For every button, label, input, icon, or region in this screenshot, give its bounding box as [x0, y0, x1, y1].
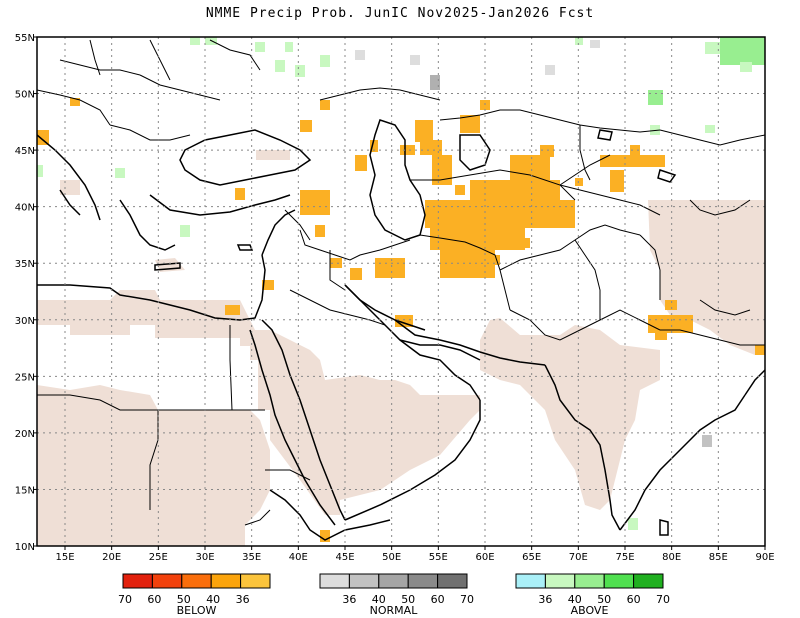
map-title: NMME Precip Prob. JunIC Nov2025-Jan2026 … [205, 6, 595, 21]
lon-label: 40E [289, 552, 308, 563]
lon-label: 85E [709, 552, 728, 563]
lon-label: 75E [615, 552, 634, 563]
lon-label: 50E [382, 552, 401, 563]
legend-swatch [378, 573, 409, 589]
lat-label: 25N [15, 372, 35, 383]
lon-label: 20E [102, 552, 121, 563]
legend-category-label: NORMAL [370, 604, 419, 617]
lon-label: 35E [242, 552, 261, 563]
lat-label: 30N [15, 316, 35, 327]
legend-swatch [515, 573, 546, 589]
map-frame [36, 36, 766, 547]
legend-tick-label: 60 [147, 593, 161, 606]
lon-label: 90E [755, 552, 774, 563]
legend-below: 70 60 50 40 36 BELOW [118, 573, 271, 617]
legend-swatch [407, 573, 439, 589]
legend-swatch [151, 573, 183, 589]
lon-label: 55E [429, 552, 448, 563]
coastlines-borders [36, 119, 766, 541]
legend-tick-label: 50 [597, 593, 611, 606]
lat-label: 50N [15, 90, 35, 101]
legend-tick-label: 70 [460, 593, 474, 606]
legend-swatch [122, 573, 153, 589]
legend-swatch [544, 573, 576, 589]
lon-label: 30E [195, 552, 214, 563]
lat-label: 10N [15, 542, 35, 553]
legend-above: 36 40 50 60 70 ABOVE [515, 573, 670, 617]
longitude-labels: 15E 20E 25E 30E 35E 40E 45E 50E 55E 60E 65E 70E 75E 8… [55, 546, 775, 563]
latitude-labels: 55N 50N 45N 40N 35N 30N 25N 20N 15N 10N [15, 33, 37, 553]
legend-tick-label: 50 [401, 593, 415, 606]
lon-label: 25E [149, 552, 168, 563]
legend-tick-label: 36 [236, 593, 250, 606]
legend-swatch [633, 573, 664, 589]
near-normal-cells [355, 40, 712, 447]
legend-tick-label: 40 [568, 593, 582, 606]
lat-label: 40N [15, 203, 35, 214]
legend-swatch [603, 573, 635, 589]
legend-swatch [240, 573, 271, 589]
legend-swatch [319, 573, 350, 589]
legend-tick-label: 70 [118, 593, 132, 606]
lat-label: 35N [15, 259, 35, 270]
lon-label: 15E [55, 552, 74, 563]
lat-lon-grid [37, 37, 765, 546]
legend-tick-label: 36 [342, 593, 356, 606]
lat-label: 55N [15, 33, 35, 44]
lat-label: 15N [15, 485, 35, 496]
legend-swatch [181, 573, 212, 589]
lon-label: 45E [335, 552, 354, 563]
lon-label: 60E [475, 552, 494, 563]
legend-normal: 36 40 50 60 70 NORMAL [319, 573, 474, 617]
plot-area [36, 36, 766, 547]
lat-label: 45N [15, 146, 35, 157]
legend-swatch [348, 573, 380, 589]
legend-tick-label: 40 [372, 593, 386, 606]
legend-swatch [210, 573, 242, 589]
lon-label: 70E [569, 552, 588, 563]
lon-label: 65E [522, 552, 541, 563]
legend-category-label: BELOW [177, 604, 217, 617]
dry-mask-shading [37, 150, 765, 546]
legend-tick-label: 60 [431, 593, 445, 606]
legend-tick-label: 36 [538, 593, 552, 606]
below-normal-cells [37, 98, 765, 542]
legend-swatch [574, 573, 605, 589]
legend-category-label: ABOVE [571, 604, 609, 617]
lat-label: 20N [15, 429, 35, 440]
legend-tick-label: 60 [627, 593, 641, 606]
legend-tick-label: 50 [177, 593, 191, 606]
legend-tick-label: 40 [206, 593, 220, 606]
lon-label: 80E [662, 552, 681, 563]
legend-tick-label: 70 [656, 593, 670, 606]
legend-swatch [437, 573, 468, 589]
